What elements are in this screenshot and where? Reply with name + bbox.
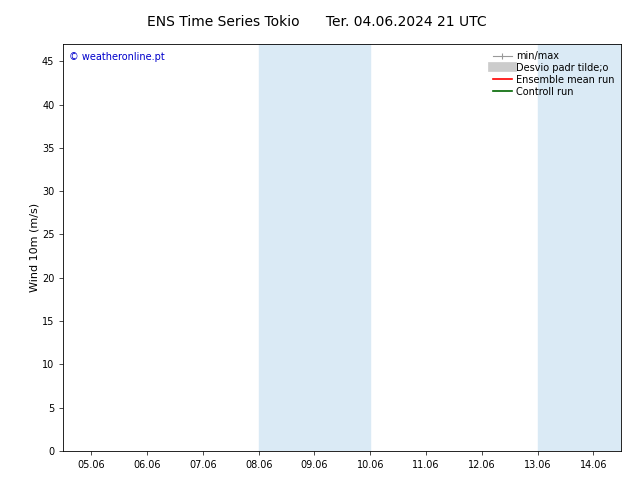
Legend: min/max, Desvio padr tilde;o, Ensemble mean run, Controll run: min/max, Desvio padr tilde;o, Ensemble m… [491, 49, 616, 98]
Bar [259, 44, 370, 451]
Text: © weatheronline.pt: © weatheronline.pt [69, 52, 165, 62]
Y-axis label: Wind 10m (m/s): Wind 10m (m/s) [29, 203, 39, 292]
Text: ENS Time Series Tokio      Ter. 04.06.2024 21 UTC: ENS Time Series Tokio Ter. 04.06.2024 21… [147, 15, 487, 29]
Bar [538, 44, 621, 451]
